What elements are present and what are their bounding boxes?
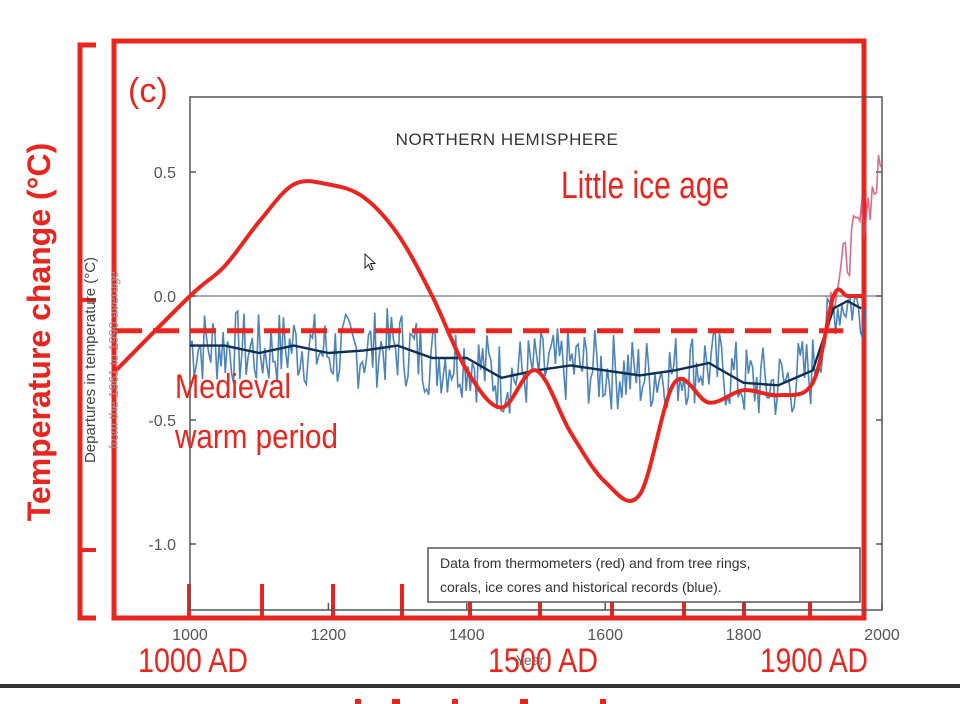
thermometer-series-line <box>825 154 882 328</box>
plot-area: 0.5 0.0 -0.5 -1.0 1000 1200 1400 1600 1800 2000 <box>148 96 900 644</box>
smoothed-series-line <box>190 299 862 387</box>
outer-axis-label: Temperature change (°C) <box>21 143 57 522</box>
bottom-fragment <box>600 699 606 704</box>
x-tick-label: 1200 <box>311 627 347 644</box>
x-axis-label: Year <box>516 652 545 668</box>
era-labels: 1000 AD 1500 AD 1900 AD <box>138 642 868 680</box>
chart-title: NORTHERN HEMISPHERE <box>396 130 619 149</box>
y-axis-label: Departures in temperature (°C) <box>82 257 99 463</box>
chart-marks <box>114 154 882 503</box>
x-tick-label: 1800 <box>726 627 762 644</box>
y-tick-label: 0.0 <box>154 289 176 306</box>
mouse-cursor-icon <box>364 252 377 271</box>
bottom-rule <box>0 684 960 688</box>
era-label: 1900 AD <box>760 642 868 680</box>
annotation-medieval: Medieval <box>175 368 291 406</box>
x-tick-label: 2000 <box>864 627 900 644</box>
bottom-fragment <box>355 699 361 704</box>
legend-note-line-1: Data from thermometers (red) and from tr… <box>440 555 750 571</box>
era-label: 1000 AD <box>138 642 248 680</box>
annotation-little-ice-age: Little ice age <box>561 165 729 207</box>
y-tick-label: -1.0 <box>148 537 176 554</box>
y-tick-label: -0.5 <box>148 413 176 430</box>
proxy-series-line <box>189 294 866 415</box>
y-axis-sublabel: from the 1961 to 1990 average <box>106 271 121 449</box>
annotation-bracket <box>77 42 96 621</box>
annotation-warm-period: warm period <box>174 418 338 456</box>
era-label: 1500 AD <box>488 642 598 680</box>
panel-label: (c) <box>128 72 168 110</box>
legend-note-line-2: corals, ice cores and historical records… <box>440 579 722 595</box>
schematic-series-line <box>114 179 864 503</box>
bottom-fragment <box>520 699 528 704</box>
y-tick-label: 0.5 <box>154 165 176 182</box>
x-tick-label: 1000 <box>172 627 208 644</box>
chart-texts: (c) NORTHERN HEMISPHERE Little ice age M… <box>21 72 729 668</box>
bottom-fragment <box>392 699 400 704</box>
legend-note-box: Data from thermometers (red) and from tr… <box>427 547 861 603</box>
x-tick-label: 1400 <box>449 627 485 644</box>
bottom-fragment <box>452 699 458 704</box>
plot-frame <box>189 96 883 611</box>
x-tick-label: 1600 <box>587 627 623 644</box>
